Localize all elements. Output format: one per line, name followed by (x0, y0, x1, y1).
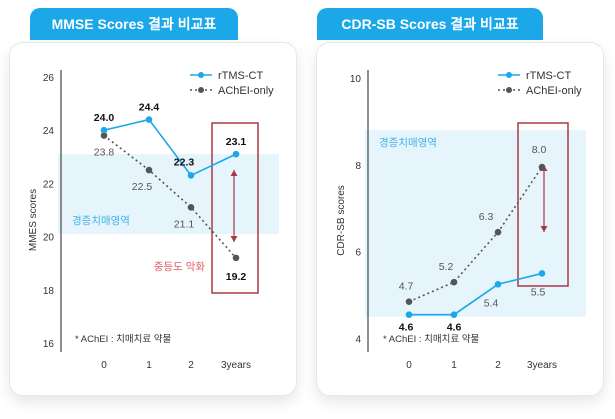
cdr-legend-label-1: AChEI-only (526, 85, 582, 97)
cdr-chart-title: CDR-SB Scores 결과 비교표 (317, 8, 543, 40)
mmse-band (58, 154, 279, 234)
mmse-highlight-box (211, 122, 259, 294)
mmse-arrow-head-up (230, 170, 238, 176)
cdr-x-tick: 3years (527, 360, 557, 371)
cdr-y-tick: 10 (350, 74, 362, 85)
cdr-y-tick: 6 (355, 248, 361, 259)
cdr-legend-marker-0 (506, 72, 512, 78)
cdr-highlight-box (517, 122, 569, 287)
cdr-data-label: 4.6 (447, 322, 462, 334)
cdr-series-1-point (538, 163, 546, 171)
mmse-x-tick: 2 (188, 360, 194, 371)
cdr-series-0-point (494, 280, 502, 288)
mmse-legend-marker-0 (198, 72, 204, 78)
cdr-y-axis-label: CDR-SB scores (336, 185, 347, 256)
mmse-x-tick: 0 (101, 360, 107, 371)
cdr-y-tick: 4 (355, 335, 361, 346)
mmse-data-label: 22.3 (174, 156, 195, 168)
mmse-arrow-head-down (230, 236, 238, 242)
mmse-y-tick: 20 (43, 233, 55, 244)
mmse-series-0-point (187, 172, 195, 179)
mmse-footnote: * AChEI : 치매치료 약물 (75, 333, 172, 345)
cdr-y-tick: 8 (355, 161, 361, 172)
cdr-series-0-point (405, 311, 413, 318)
mmse-band-label: 경증치매영역 (72, 214, 130, 227)
mmse-data-label: 24.4 (139, 102, 160, 114)
cdr-x-tick: 0 (406, 360, 412, 371)
cdr-legend-label-0: rTMS-CT (526, 70, 571, 82)
mmse-x-tick: 3years (221, 360, 251, 371)
mmse-y-axis-label: MMES scores (28, 189, 39, 251)
mmse-y-tick: 26 (43, 73, 55, 84)
mmse-series-0-point (232, 150, 240, 158)
mmse-legend-marker-1 (198, 87, 204, 93)
cdr-x-tick: 1 (451, 360, 457, 371)
cdr-legend-marker-1 (506, 87, 512, 93)
mmse-legend-label-0: rTMS-CT (218, 70, 263, 82)
mmse-y-tick: 24 (43, 126, 55, 137)
mmse-data-label: 23.8 (94, 147, 115, 159)
cdr-data-label: 5.2 (439, 261, 454, 273)
cdr-data-label: 4.6 (399, 322, 414, 334)
cdr-data-label: 8.0 (532, 144, 547, 156)
mmse-data-label: 21.1 (174, 218, 195, 230)
cdr-series-0-point (538, 270, 546, 277)
cdr-series-1-point (405, 298, 413, 305)
mmse-series-1-point (187, 204, 195, 211)
cdr-series-0-point (450, 311, 458, 318)
cdr-data-label: 6.3 (479, 211, 494, 223)
mmse-series-0-point (100, 126, 108, 134)
cdr-data-label: 4.7 (399, 281, 414, 293)
mmse-data-label: 24.0 (94, 112, 115, 124)
mmse-data-label: 19.2 (226, 271, 247, 283)
mmse-data-label: 22.5 (132, 181, 153, 193)
mmse-x-tick: 1 (146, 360, 152, 371)
cdr-data-label: 5.4 (484, 297, 499, 309)
mmse-y-tick: 22 (43, 179, 55, 190)
mmse-chart-title: MMSE Scores 결과 비교표 (30, 8, 238, 40)
mmse-series-line-1 (103, 134, 237, 259)
cdr-footnote: * AChEI : 치매치료 약물 (383, 333, 480, 345)
cdr-x-tick: 2 (495, 360, 501, 371)
cdr-series-1-point (494, 228, 502, 236)
mmse-series-line-0 (103, 118, 237, 177)
cdr-series-1-point (450, 278, 458, 286)
mmse-highlight-label: 중등도 악화 (154, 261, 206, 273)
cdr-arrow-head-down (540, 226, 548, 232)
mmse-legend-label-1: AChEI-only (218, 85, 274, 97)
mmse-series-1-point (145, 166, 153, 174)
cdr-band-label: 경증치매영역 (379, 136, 437, 149)
cdr-data-label: 5.5 (531, 286, 546, 298)
mmse-series-0-point (145, 116, 153, 123)
mmse-data-label: 23.1 (226, 136, 247, 148)
mmse-y-tick: 18 (43, 286, 55, 297)
mmse-y-tick: 16 (43, 339, 55, 350)
mmse-series-1-point (100, 132, 108, 139)
cdr-series-line-0 (409, 272, 543, 316)
mmse-series-1-point (232, 254, 240, 262)
